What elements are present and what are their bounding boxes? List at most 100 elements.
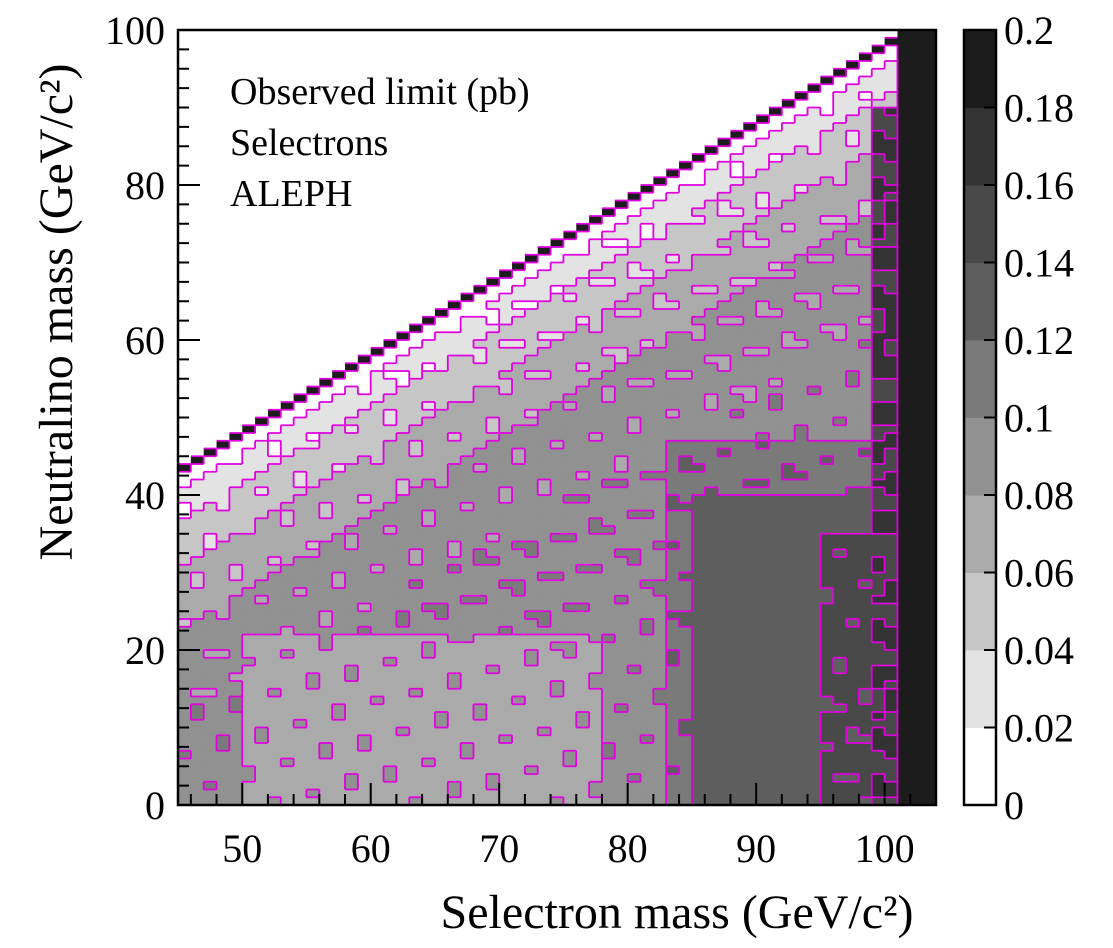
heat-cell xyxy=(807,285,821,295)
heat-cell xyxy=(871,409,886,419)
heat-cell xyxy=(884,634,899,643)
heat-cell xyxy=(897,541,911,550)
heat-cell xyxy=(499,417,513,426)
heat-cell xyxy=(820,425,834,434)
heat-cell xyxy=(190,797,205,805)
heat-cell xyxy=(512,324,526,333)
heat-cell xyxy=(910,533,924,543)
heat-cell xyxy=(422,735,436,744)
heat-cell xyxy=(691,363,706,372)
heat-cell xyxy=(345,533,359,543)
heat-cell xyxy=(704,440,719,450)
heat-cell xyxy=(422,781,436,791)
heat-cell xyxy=(357,456,372,465)
heat-cell xyxy=(576,340,590,349)
heat-cell xyxy=(871,231,886,240)
heat-cell xyxy=(255,766,269,775)
heat-cell xyxy=(640,797,654,805)
heat-cell xyxy=(319,774,333,783)
heat-cell xyxy=(537,611,552,620)
heat-cell xyxy=(563,510,577,519)
heat-cell xyxy=(884,92,899,101)
heat-cell xyxy=(370,363,385,372)
heat-cell xyxy=(409,518,423,527)
heat-cell xyxy=(422,526,436,535)
heat-cell xyxy=(486,657,500,667)
heat-cell xyxy=(280,611,295,620)
heat-cell xyxy=(293,696,308,705)
heat-cell xyxy=(768,471,783,481)
heat-cell xyxy=(884,727,899,736)
heat-cell xyxy=(679,487,693,496)
heat-cell xyxy=(447,626,462,636)
heat-cell xyxy=(653,332,667,341)
heat-cell xyxy=(280,758,295,767)
heat-cell xyxy=(691,200,706,209)
heat-cell xyxy=(846,363,860,372)
heat-cell xyxy=(858,309,873,318)
heat-cell xyxy=(704,146,719,155)
heat-cell xyxy=(743,409,757,419)
heat-cell xyxy=(601,611,616,620)
colorbar-label: 0.06 xyxy=(1004,551,1074,596)
heat-cell xyxy=(704,580,719,589)
heat-cell xyxy=(910,332,924,341)
heat-cell xyxy=(589,750,603,760)
heat-cell xyxy=(550,704,565,713)
heat-cell xyxy=(730,603,744,612)
heat-cell xyxy=(653,642,667,651)
heat-cell xyxy=(357,789,372,798)
heat-cell xyxy=(743,595,757,605)
heat-cell xyxy=(319,657,333,667)
heat-cell xyxy=(499,774,513,783)
heat-cell xyxy=(576,223,590,233)
heat-cell xyxy=(319,681,333,690)
heat-cell xyxy=(666,177,680,186)
heat-cell xyxy=(486,448,500,457)
heat-cell xyxy=(897,68,911,78)
heat-cell xyxy=(910,363,924,372)
heat-cell xyxy=(923,223,936,233)
heat-cell xyxy=(499,363,513,372)
heat-cell xyxy=(460,471,475,481)
heat-cell xyxy=(704,316,719,326)
heat-cell xyxy=(293,650,308,659)
heat-cell xyxy=(537,564,552,574)
heat-cell xyxy=(666,378,680,388)
heat-cell xyxy=(524,278,539,287)
heat-cell xyxy=(691,293,706,302)
heat-cell xyxy=(884,161,899,171)
heat-cell xyxy=(486,363,500,372)
heat-cell xyxy=(229,572,243,581)
heat-cell xyxy=(550,456,565,465)
heat-cell xyxy=(846,161,860,171)
heat-cell xyxy=(614,626,629,636)
heat-cell xyxy=(781,223,796,233)
heat-cell xyxy=(730,572,744,581)
heat-cell xyxy=(242,533,256,543)
heat-cell xyxy=(756,208,770,217)
heat-cell xyxy=(383,665,398,674)
heat-cell xyxy=(756,223,770,233)
heat-cell xyxy=(190,665,205,674)
heat-cell xyxy=(743,580,757,589)
heat-cell xyxy=(280,502,295,512)
heat-cell xyxy=(910,177,924,186)
heat-cell xyxy=(923,154,936,163)
heat-cell xyxy=(396,502,410,512)
heat-cell xyxy=(473,673,487,682)
heat-cell xyxy=(897,309,911,318)
heat-cell xyxy=(370,495,385,504)
heat-cell xyxy=(640,719,654,729)
heat-cell xyxy=(229,681,243,690)
heat-cell xyxy=(858,262,873,271)
heat-cell xyxy=(589,301,603,310)
heat-cell xyxy=(768,619,783,628)
heat-cell xyxy=(306,743,320,752)
heat-cell xyxy=(203,650,218,659)
heat-cell xyxy=(345,673,359,682)
heat-cell xyxy=(666,278,680,287)
heat-cell xyxy=(717,146,732,155)
heat-cell xyxy=(743,533,757,543)
heat-cell xyxy=(730,402,744,411)
